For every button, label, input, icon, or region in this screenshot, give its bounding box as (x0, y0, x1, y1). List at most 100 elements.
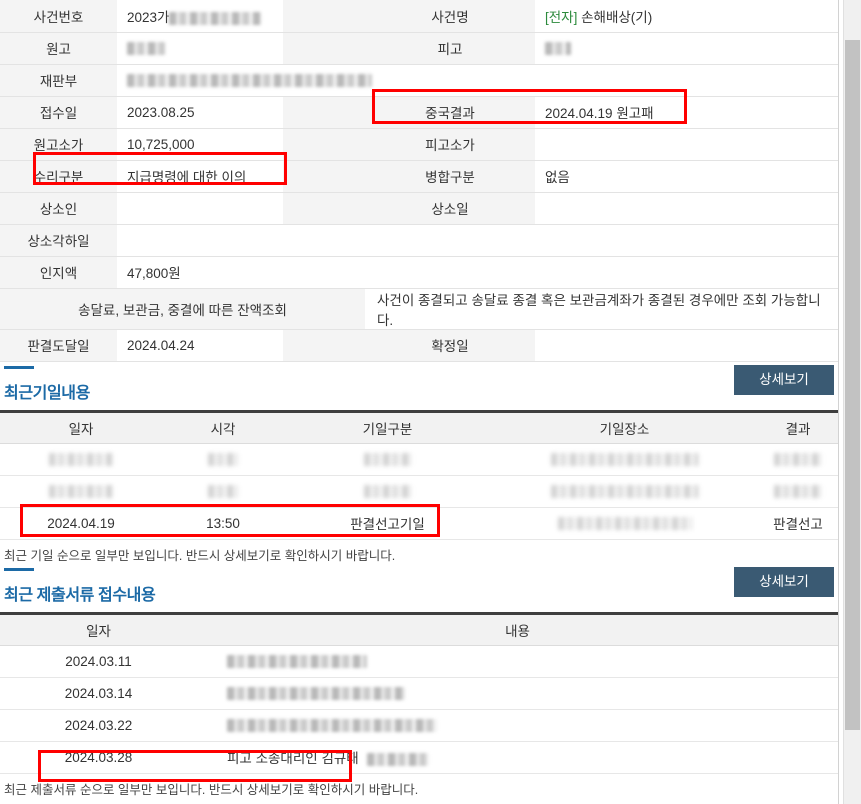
vertical-scrollbar-track[interactable] (843, 0, 861, 804)
document-content-text: 피고 소송대리인 김규태 (227, 751, 359, 766)
field-label-stamp-fee: 인지액 (0, 256, 117, 289)
hearing-place (491, 507, 758, 540)
accent-bar-icon (4, 365, 34, 369)
vertical-scrollbar-thumb[interactable] (845, 40, 860, 730)
field-value-case-name: [전자] 손해배상(기) (535, 0, 838, 33)
table-row: 2024.03.22 (0, 709, 838, 742)
field-value-defendant-claim (535, 128, 838, 161)
spacer-cell (283, 329, 365, 362)
field-label-consolidation: 병합구분 (365, 160, 535, 193)
field-label-balance-inquiry: 송달료, 보관금, 중결에 따른 잔액조회 (0, 288, 365, 330)
hearing-kind (284, 475, 491, 508)
table-header-row: 일자 내용 (0, 613, 838, 646)
field-value-acceptance-type: 지급명령에 대한 이의 (117, 160, 283, 193)
field-label-case-name: 사건명 (365, 0, 535, 33)
table-row: 재판부 (0, 64, 838, 97)
recent-hearings-header: 최근기일내용 상세보기 (0, 362, 838, 410)
field-label-final-result: 중국결과 (365, 96, 535, 129)
redacted-bench (127, 74, 372, 88)
document-date: 2024.03.14 (0, 677, 197, 710)
hearing-place (491, 443, 758, 476)
table-row: 사건번호 2023가 사건명 [전자] 손해배상(기) (0, 0, 838, 33)
field-value-stamp-fee: 47,800원 (117, 256, 838, 289)
hearing-time (162, 475, 284, 508)
column-header-kind: 기일구분 (284, 411, 491, 444)
table-row: 판결도달일 2024.04.24 확정일 (0, 329, 838, 362)
redacted-hearing-time (208, 485, 238, 499)
recent-documents-detail-button[interactable]: 상세보기 (734, 566, 834, 597)
column-header-result: 결과 (758, 411, 838, 444)
case-detail-page: 사건번호 2023가 사건명 [전자] 손해배상(기) 원고 (0, 0, 839, 804)
hearing-kind: 판결선고기일 (284, 507, 491, 540)
table-row: 인지액 47,800원 (0, 256, 838, 289)
field-value-defendant (535, 32, 838, 65)
field-value-plaintiff-claim: 10,725,000 (117, 128, 283, 161)
field-label-defendant: 피고 (365, 32, 535, 65)
hearing-time (162, 443, 284, 476)
recent-hearings-detail-button[interactable]: 상세보기 (734, 364, 834, 395)
recent-hearings-note: 최근 기일 순으로 일부만 보입니다. 반드시 상세보기로 확인하시기 바랍니다… (4, 548, 396, 563)
redacted-hearing-kind (363, 485, 412, 499)
field-label-bench: 재판부 (0, 64, 117, 97)
field-value-confirmation-date (535, 329, 838, 362)
field-label-appeal-dismissal-date: 상소각하일 (0, 224, 117, 257)
redacted-hearing-date (49, 453, 113, 467)
document-date: 2024.03.28 (0, 741, 197, 774)
column-header-place: 기일장소 (491, 411, 758, 444)
redacted-document-content (366, 752, 429, 766)
field-value-appeal-dismissal-date (117, 224, 838, 257)
redacted-hearing-place (550, 453, 699, 467)
hearing-result (758, 475, 838, 508)
field-value-plaintiff (117, 32, 283, 65)
field-value-case-number: 2023가 (117, 0, 283, 33)
field-value-appellant (117, 192, 283, 225)
table-row: 수리구분 지급명령에 대한 이의 병합구분 없음 (0, 160, 838, 193)
hearing-result (758, 443, 838, 476)
document-content: 피고 소송대리인 김규태 (197, 741, 838, 774)
redacted-defendant (545, 42, 571, 56)
table-row: 2024.03.14 (0, 677, 838, 710)
field-value-consolidation: 없음 (535, 160, 838, 193)
document-date: 2024.03.22 (0, 709, 197, 742)
column-header-time: 시각 (162, 411, 284, 444)
redacted-case-number (169, 11, 262, 25)
hearing-result: 판결선고 (758, 507, 838, 540)
column-header-date: 일자 (0, 411, 162, 444)
field-label-filing-date: 접수일 (0, 96, 117, 129)
redacted-plaintiff (127, 42, 165, 56)
table-row: 2024.04.19 13:50 판결선고기일 판결선고 (0, 507, 838, 540)
spacer-cell (283, 0, 365, 33)
table-header-row: 일자 시각 기일구분 기일장소 결과 (0, 411, 838, 444)
hearing-date: 2024.04.19 (0, 507, 162, 540)
case-number-prefix: 2023가 (127, 9, 170, 25)
redacted-hearing-result (774, 453, 822, 467)
document-content (197, 677, 838, 710)
table-row: 2024.03.11 (0, 645, 838, 678)
hearing-place (491, 475, 758, 508)
hearing-kind (284, 443, 491, 476)
field-label-defendant-claim: 피고소가 (365, 128, 535, 161)
table-row: 상소각하일 (0, 224, 838, 257)
field-label-confirmation-date: 확정일 (365, 329, 535, 362)
redacted-hearing-time (208, 453, 238, 467)
column-header-content: 내용 (197, 613, 838, 646)
spacer-cell (283, 192, 365, 225)
table-row (0, 475, 838, 508)
redacted-document-content (227, 719, 437, 733)
field-value-filing-date: 2023.08.25 (117, 96, 283, 129)
field-label-acceptance-type: 수리구분 (0, 160, 117, 193)
table-row: 원고 피고 (0, 32, 838, 65)
recent-hearings-section: 최근기일내용 상세보기 일자 시각 기일구분 기일장소 결과 (0, 362, 838, 564)
case-name-text: 손해배상(기) (581, 9, 653, 25)
table-row: 2024.03.28 피고 소송대리인 김규태 (0, 741, 838, 774)
electronic-tag: [전자] (545, 9, 578, 25)
redacted-hearing-place (550, 485, 699, 499)
spacer-cell (283, 160, 365, 193)
redacted-hearing-date (49, 485, 113, 499)
field-value-balance-inquiry: 사건이 종결되고 송달료 종결 혹은 보관금계좌가 종결된 경우에만 조회 가능… (365, 288, 838, 330)
redacted-hearing-kind (363, 453, 412, 467)
redacted-hearing-place (557, 517, 692, 531)
table-row: 송달료, 보관금, 중결에 따른 잔액조회 사건이 종결되고 송달료 종결 혹은… (0, 288, 838, 330)
field-value-judgment-delivery-date: 2024.04.24 (117, 329, 283, 362)
